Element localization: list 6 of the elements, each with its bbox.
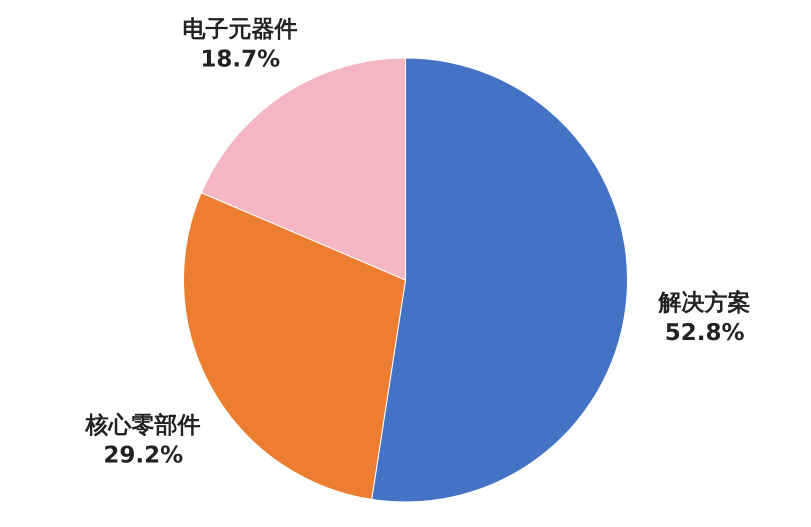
data-label: 29.2% xyxy=(103,442,184,469)
data-label: 18.7% xyxy=(200,46,280,73)
slice-label: 电子元器件 xyxy=(182,16,298,43)
data-label: 52.8% xyxy=(664,320,745,346)
slice-label: 解决方案 xyxy=(658,288,751,316)
slice-label: 核心零部件 xyxy=(84,412,201,439)
